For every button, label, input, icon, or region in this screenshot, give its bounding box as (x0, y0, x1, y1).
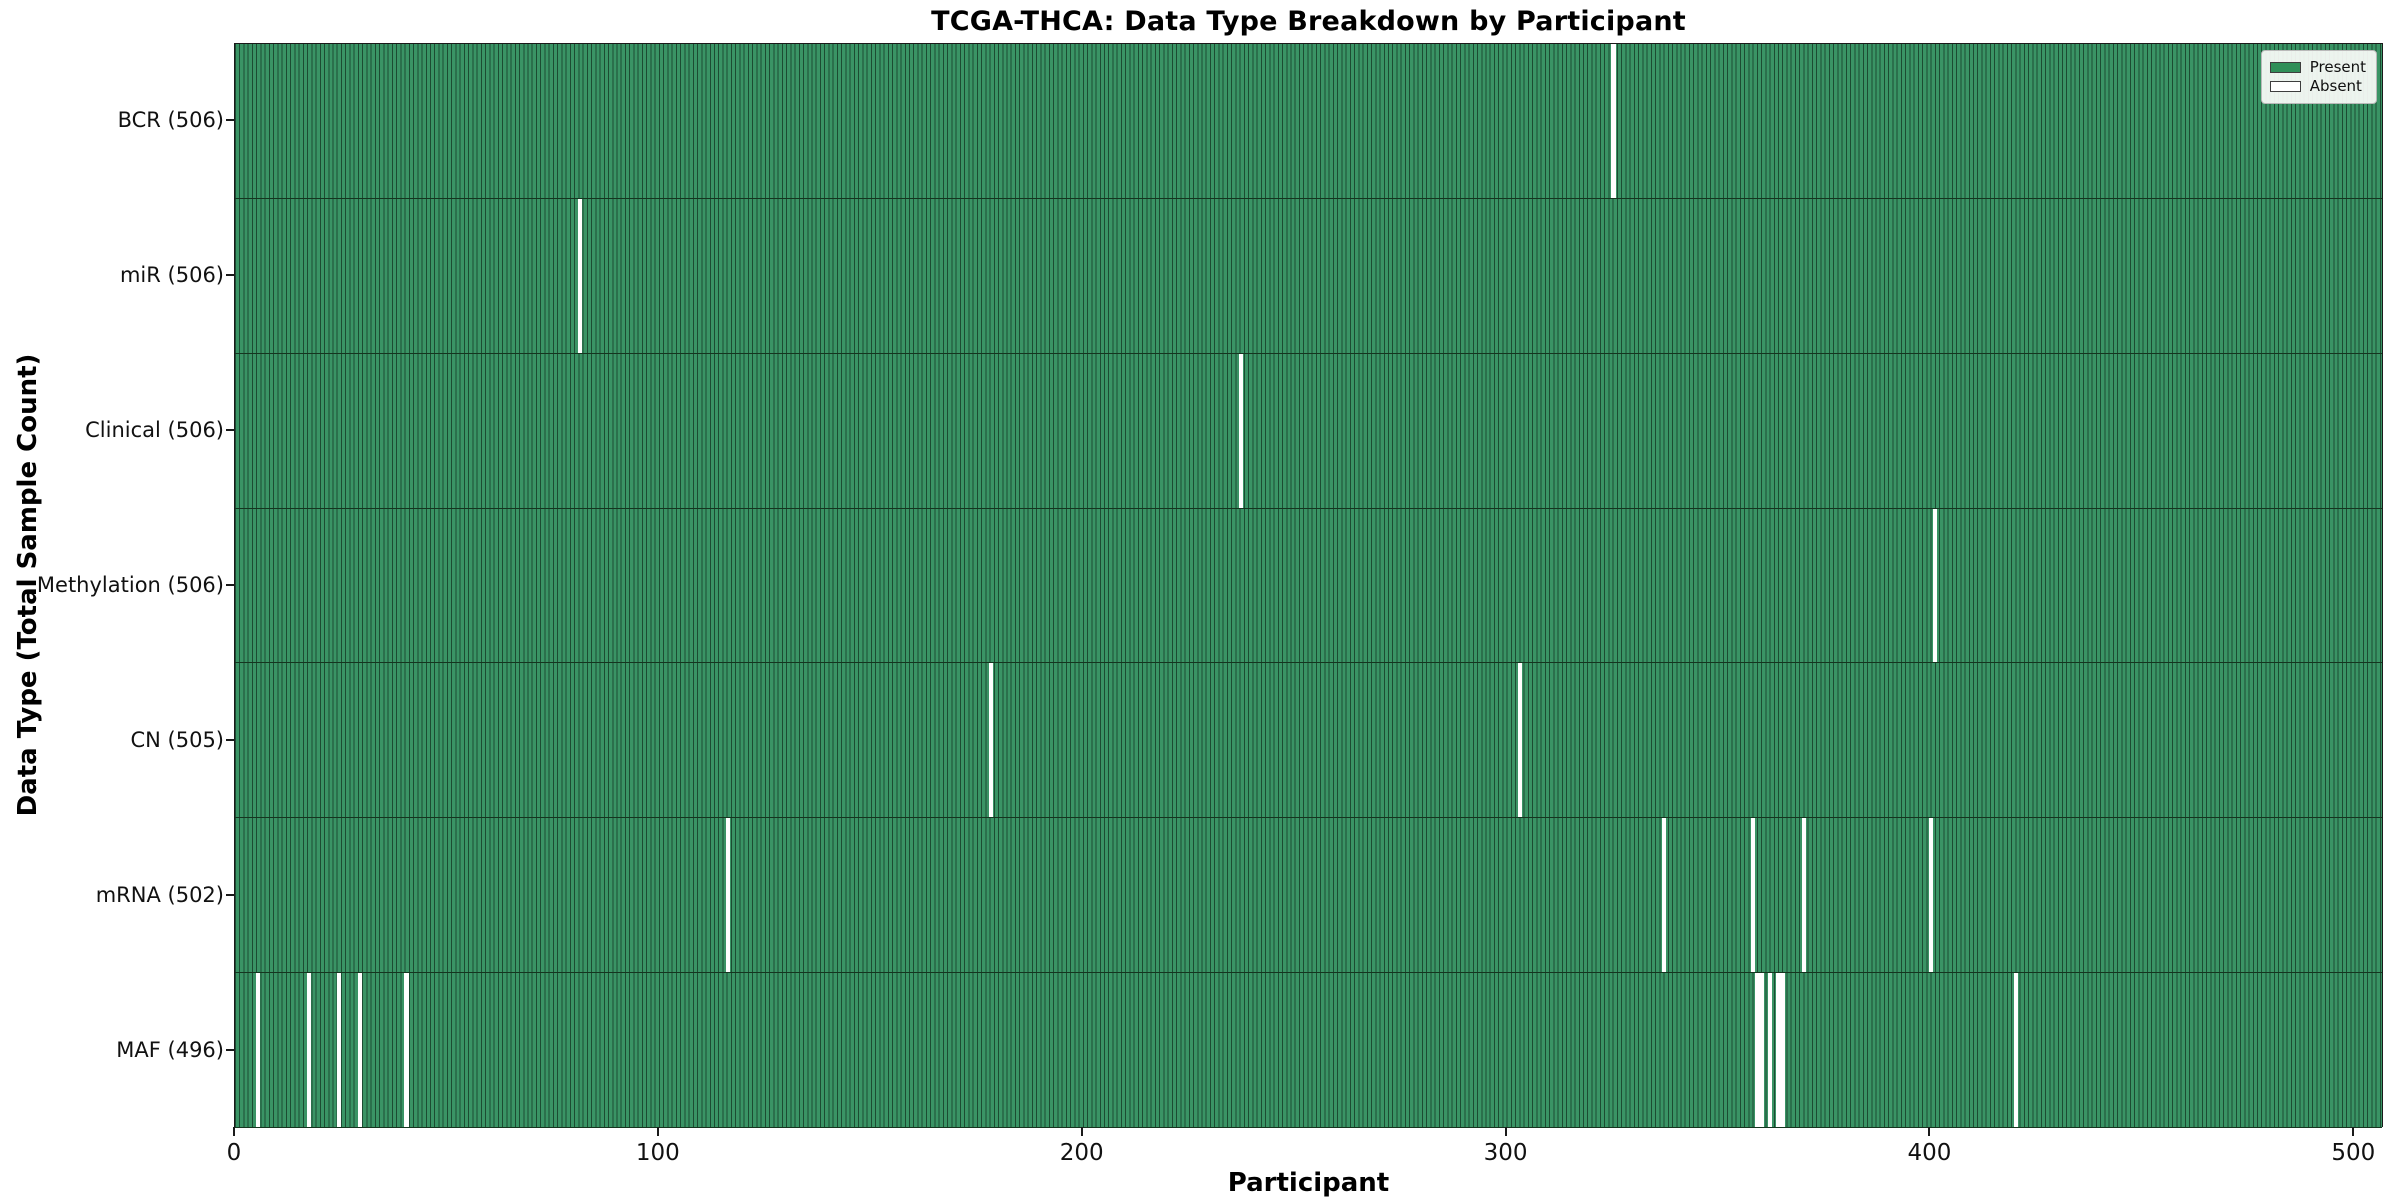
absent-gap (1767, 973, 1773, 1127)
absent-gap (1933, 508, 1938, 663)
y-tick-mark (226, 738, 234, 741)
absent-gap (1759, 973, 1764, 1127)
y-tick-label: Clinical (506) (85, 418, 224, 443)
x-tick-mark (1080, 1127, 1083, 1136)
absent-gap (1611, 44, 1616, 198)
y-tick-mark (226, 274, 234, 277)
absent-gap (1662, 818, 1667, 973)
y-tick-mark (226, 429, 234, 432)
legend-label-present: Present (2309, 58, 2366, 76)
chart-row-mir (235, 198, 2382, 354)
legend-swatch-absent (2269, 81, 2301, 92)
absent-gap (256, 973, 261, 1127)
absent-gap (578, 198, 583, 353)
y-tick-mark (226, 119, 234, 122)
x-tick-label: 0 (226, 1140, 242, 1166)
legend-label-absent: Absent (2309, 77, 2362, 95)
x-tick-mark (2352, 1127, 2355, 1136)
x-axis-label: Participant (1227, 1168, 1390, 1198)
y-tick-mark (226, 1048, 234, 1051)
chart-row-maf (235, 973, 2382, 1128)
absent-gap (1776, 973, 1781, 1127)
y-tick-mark (226, 893, 234, 896)
x-tick-mark (1504, 1127, 1507, 1136)
y-tick-label: MAF (496) (116, 1037, 224, 1062)
x-tick-mark (656, 1127, 659, 1136)
x-tick-label: 200 (1059, 1140, 1104, 1166)
absent-gap (1518, 663, 1523, 818)
chart-row-clinical (235, 353, 2382, 509)
y-tick-label: CN (505) (130, 727, 224, 752)
legend-swatch-present (2269, 62, 2301, 73)
y-tick-label: miR (506) (119, 263, 224, 288)
absent-gap (1238, 353, 1243, 508)
x-tick-mark (1928, 1127, 1931, 1136)
absent-gap (306, 973, 312, 1127)
x-tick-label: 300 (1483, 1140, 1528, 1166)
absent-gap (726, 818, 731, 973)
x-tick-mark (233, 1127, 235, 1136)
legend-entry-absent: Absent (2269, 77, 2366, 95)
y-tick-label: BCR (506) (117, 108, 224, 133)
chart-row-methylation (235, 508, 2382, 664)
chart-title: TCGA-THCA: Data Type Breakdown by Partic… (931, 6, 1686, 37)
absent-gap (1780, 973, 1785, 1127)
chart-row-cn (235, 663, 2382, 819)
y-tick-label: mRNA (502) (95, 882, 224, 907)
plot-area: Present Absent (234, 43, 2383, 1128)
legend: Present Absent (2260, 50, 2377, 104)
absent-gap (404, 973, 409, 1127)
absent-gap (1755, 973, 1760, 1127)
x-tick-label: 500 (2331, 1140, 2376, 1166)
y-tick-label: Methylation (506) (36, 573, 224, 597)
absent-gap (1801, 818, 1807, 973)
legend-entry-present: Present (2269, 58, 2366, 76)
chart-row-bcr (235, 44, 2382, 199)
absent-gap (1751, 818, 1756, 973)
absent-gap (988, 663, 993, 818)
y-tick-mark (226, 584, 234, 586)
x-tick-label: 400 (1907, 1140, 1952, 1166)
absent-gap (1928, 818, 1934, 973)
absent-gap (357, 973, 363, 1127)
x-tick-label: 100 (635, 1140, 680, 1166)
absent-gap (336, 973, 341, 1127)
absent-gap (2013, 973, 2018, 1127)
chart-row-mrna (235, 818, 2382, 974)
